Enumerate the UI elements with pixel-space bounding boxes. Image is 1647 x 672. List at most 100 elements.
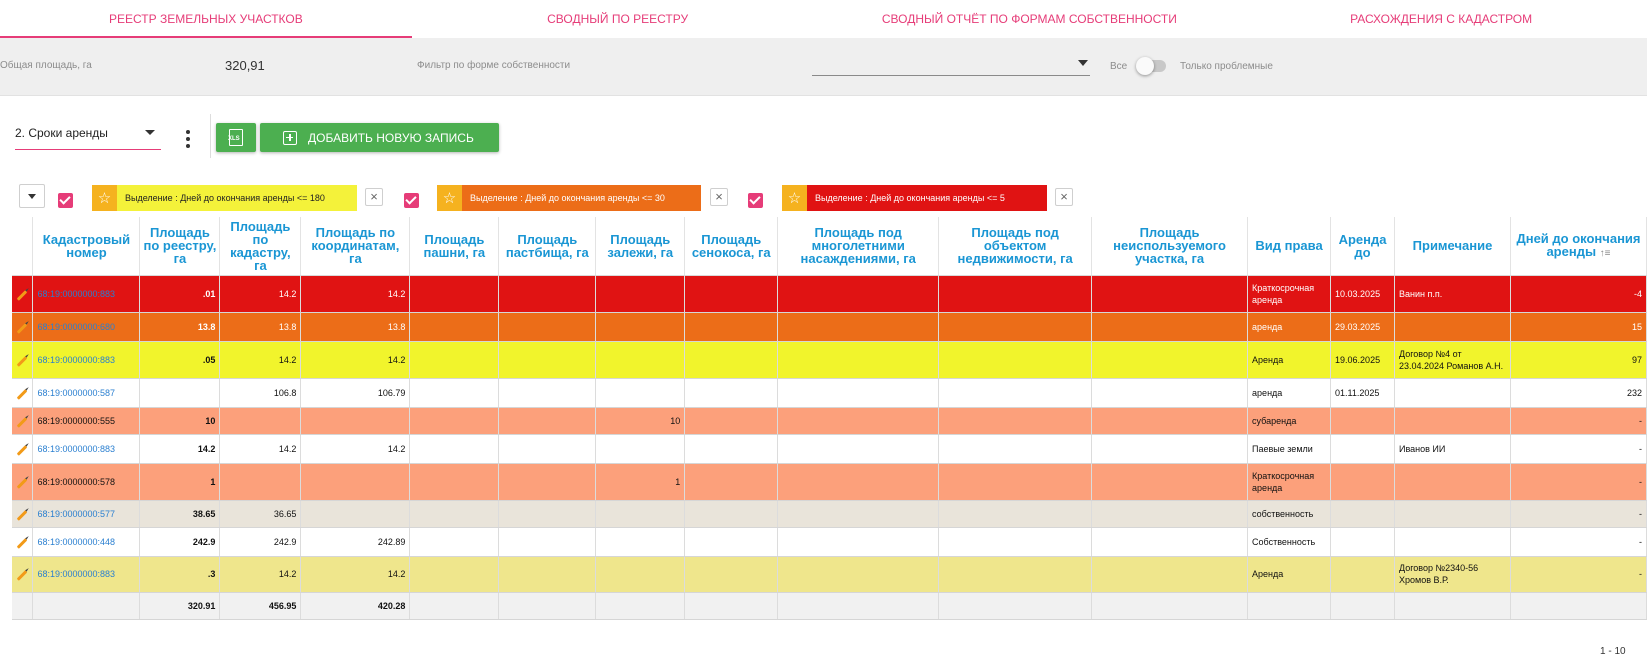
- table-row[interactable]: 68:19:0000000:883.01 14.2 14.2 Краткосрочна…: [12, 275, 1647, 313]
- edit-row-button[interactable]: [12, 312, 34, 342]
- remove-rule-button[interactable]: ×: [1055, 188, 1073, 206]
- rule-checkbox[interactable]: [748, 193, 763, 208]
- column-header[interactable]: Площадь по кадастру, га: [219, 217, 302, 276]
- cadastral-number-link[interactable]: 68:19:0000000:883: [32, 275, 141, 313]
- column-header-sorted[interactable]: Дней до окончания аренды ↑≡: [1510, 217, 1647, 276]
- edit-row-button[interactable]: [12, 275, 34, 313]
- cadastral-number-link[interactable]: 68:19:0000000:448: [32, 527, 141, 557]
- edit-row-button[interactable]: [12, 500, 34, 528]
- table-row[interactable]: 68:19:0000000:587 106.8 106.79 аренда 01.11.…: [12, 378, 1647, 408]
- cadastral-number-link[interactable]: 68:19:0000000:883: [32, 434, 141, 464]
- table-cell: [409, 556, 500, 593]
- tab-ownership-report[interactable]: Сводный отчёт по формам собственности: [881, 12, 1177, 26]
- total-cell: [1394, 592, 1511, 620]
- table-cell: 10: [595, 407, 686, 435]
- problems-only-toggle[interactable]: [1136, 57, 1166, 75]
- table-cell: [1394, 500, 1511, 528]
- total-cell: 456.95: [219, 592, 302, 620]
- rule-checkbox[interactable]: [404, 193, 419, 208]
- highlight-rule-30[interactable]: ☆ Выделение : Дней до окончания аренды <…: [437, 185, 701, 211]
- ownership-filter-select[interactable]: [812, 56, 1090, 76]
- rule-checkbox[interactable]: [58, 193, 73, 208]
- totals-row: 320.91 456.95 420.28: [12, 592, 1647, 620]
- highlight-rule-180[interactable]: ☆ Выделение : Дней до окончания аренды <…: [92, 185, 357, 211]
- table-cell: [409, 312, 500, 342]
- edit-row-button[interactable]: [12, 407, 34, 435]
- table-cell: 10.03.2025: [1330, 275, 1396, 313]
- table-row[interactable]: 68:19:0000000:883.3 14.2 14.2 Аренда Договор…: [12, 556, 1647, 593]
- column-header[interactable]: Площадь пашни, га: [409, 217, 500, 276]
- tab-cadastre-discrepancies[interactable]: Расхождения с кадастром: [1350, 12, 1533, 26]
- table-row[interactable]: 68:19:0000000:578 1 1 Краткосрочная аренда -: [12, 463, 1647, 501]
- edit-row-button[interactable]: [12, 434, 34, 464]
- total-cell: [1330, 592, 1396, 620]
- toggle-knob: [1136, 57, 1154, 75]
- table-cell: [595, 312, 686, 342]
- table-cell: [777, 463, 940, 501]
- edit-row-button[interactable]: [12, 341, 34, 379]
- table-cell: 106.79: [300, 378, 411, 408]
- table-cell: 29.03.2025: [1330, 312, 1396, 342]
- tab-registry[interactable]: Реестр земельных участков: [0, 0, 412, 38]
- table-cell: .01: [139, 275, 221, 313]
- rule-label: Выделение : Дней до окончания аренды <= …: [462, 185, 701, 211]
- tab-registry-summary[interactable]: Сводный по реестру: [547, 12, 689, 26]
- total-cell: [1510, 592, 1647, 620]
- more-menu-icon[interactable]: [185, 130, 191, 152]
- edit-row-button[interactable]: [12, 463, 34, 501]
- total-cell: [498, 592, 597, 620]
- cadastral-number-link[interactable]: 68:19:0000000:587: [32, 378, 141, 408]
- table-row[interactable]: 68:19:0000000:448 242.9 242.9 242.89 Собстве…: [12, 527, 1647, 557]
- column-header[interactable]: Площадь сенокоса, га: [684, 217, 779, 276]
- table-row[interactable]: 68:19:0000000:555 10 10 субаренда -: [12, 407, 1647, 435]
- column-header[interactable]: Площадь по реестру, га: [139, 217, 221, 276]
- edit-row-button[interactable]: [12, 556, 34, 593]
- table-row[interactable]: 68:19:0000000:883.05 14.2 14.2 Аренда 19.06.…: [12, 341, 1647, 379]
- add-record-button[interactable]: Добавить новую запись: [260, 123, 499, 152]
- column-header[interactable]: Площадь под объектом недвижимости, га: [938, 217, 1093, 276]
- remove-rule-button[interactable]: ×: [365, 188, 383, 206]
- cadastral-number-link[interactable]: 68:19:0000000:577: [32, 500, 141, 528]
- cadastral-number-link[interactable]: 68:19:0000000:680: [32, 312, 141, 342]
- table-row[interactable]: 68:19:0000000:883 14.2 14.2 14.2 Паевые земл…: [12, 434, 1647, 464]
- sort-ascending-icon[interactable]: ↑≡: [1599, 247, 1611, 259]
- column-header[interactable]: Вид права: [1247, 217, 1332, 276]
- column-header[interactable]: Аренда до: [1330, 217, 1396, 276]
- table-cell: [498, 341, 597, 379]
- table-cell: [498, 434, 597, 464]
- remove-rule-button[interactable]: ×: [710, 188, 728, 206]
- column-header[interactable]: Кадастровый номер: [32, 217, 141, 276]
- table-cell: [219, 463, 302, 501]
- cadastral-number-link[interactable]: 68:19:0000000:883: [32, 341, 141, 379]
- table-cell: [1091, 556, 1249, 593]
- table-cell: Ванин п.п.: [1394, 275, 1511, 313]
- table-cell: .05: [139, 341, 221, 379]
- pencil-icon: [16, 416, 28, 428]
- highlight-rule-5[interactable]: ☆ Выделение : Дней до окончания аренды <…: [782, 185, 1047, 211]
- column-header[interactable]: Площадь пастбища, га: [498, 217, 597, 276]
- table-row[interactable]: 68:19:0000000:577 38.65 36.65 собственность…: [12, 500, 1647, 528]
- column-header[interactable]: Площадь под многолетними насаждениями, г…: [777, 217, 940, 276]
- column-header[interactable]: Примечание: [1394, 217, 1511, 276]
- cadastral-number-link[interactable]: 68:19:0000000:883: [32, 556, 141, 593]
- column-header[interactable]: Площадь по координатам, га: [300, 217, 411, 276]
- table-cell: Краткосрочная аренда: [1247, 275, 1332, 313]
- table-cell: [777, 556, 940, 593]
- table-cell: [1330, 500, 1396, 528]
- table-row[interactable]: 68:19:0000000:680 13.8 13.8 13.8 аренда 29.03…: [12, 312, 1647, 342]
- table-cell: [1091, 434, 1249, 464]
- edit-row-button[interactable]: [12, 527, 34, 557]
- table-cell: [139, 378, 221, 408]
- column-header[interactable]: Площадь неиспользуемого участка, га: [1091, 217, 1249, 276]
- view-select[interactable]: 2. Сроки аренды: [15, 118, 161, 150]
- edit-row-button[interactable]: [12, 378, 34, 408]
- table-cell: -: [1510, 527, 1647, 557]
- table-cell: [777, 275, 940, 313]
- rules-dropdown-button[interactable]: [19, 184, 45, 208]
- table-cell: [1091, 312, 1249, 342]
- table-cell: [938, 312, 1093, 342]
- table-cell: [1394, 527, 1511, 557]
- export-xls-button[interactable]: XLS: [216, 123, 256, 152]
- column-header[interactable]: Площадь залежи, га: [595, 217, 686, 276]
- table-cell: [409, 463, 500, 501]
